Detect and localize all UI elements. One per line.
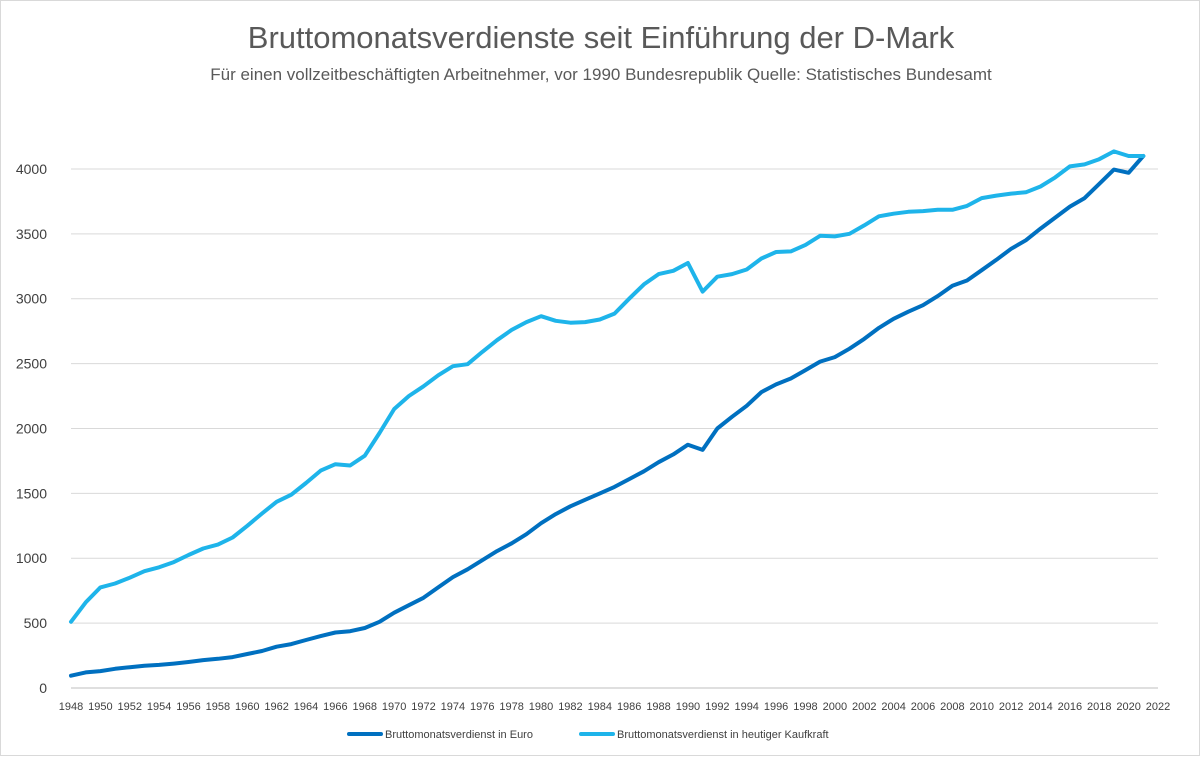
x-tick-label: 1956 (176, 701, 200, 713)
y-tick-label: 0 (39, 680, 47, 696)
x-tick-label: 1972 (411, 701, 435, 713)
x-tick-label: 1994 (734, 701, 758, 713)
gridlines (71, 168, 1158, 689)
chart-title: Bruttomonatsverdienste seit Einführung d… (248, 20, 955, 55)
y-tick-label: 1500 (16, 485, 47, 501)
x-tick-label: 1966 (323, 701, 347, 713)
x-tick-label: 1968 (353, 701, 377, 713)
legend: Bruttomonatsverdienst in Euro Bruttomonat… (347, 729, 829, 741)
y-tick-label: 3500 (16, 226, 47, 242)
x-tick-label: 1962 (264, 701, 288, 713)
x-tick-label: 2014 (1028, 701, 1052, 713)
x-axis-ticks: 1948 1950 1952 1954 1956 1958 1960 1962 1964 1966… (59, 701, 1170, 713)
y-tick-label: 2500 (16, 356, 47, 372)
y-tick-label: 2000 (16, 420, 47, 436)
series-line-1 (69, 154, 1146, 678)
x-tick-label: 1990 (676, 701, 700, 713)
x-tick-label: 1992 (705, 701, 729, 713)
x-tick-label: 2000 (823, 701, 847, 713)
x-tick-label: 1948 (59, 701, 83, 713)
x-tick-label: 1996 (764, 701, 788, 713)
y-axis-ticks: 0 500 1000 1500 2000 2500 3000 3500 4000 (16, 161, 47, 696)
x-tick-label: 1974 (441, 701, 465, 713)
x-tick-label: 1988 (646, 701, 670, 713)
x-tick-label: 1976 (470, 701, 494, 713)
x-tick-label: 2010 (969, 701, 993, 713)
y-tick-label: 3000 (16, 291, 47, 307)
x-tick-label: 2002 (852, 701, 876, 713)
x-tick-label: 2020 (1116, 701, 1140, 713)
x-tick-label: 2018 (1087, 701, 1111, 713)
y-tick-label: 1000 (16, 550, 47, 566)
x-tick-label: 1950 (88, 701, 112, 713)
x-tick-label: 1998 (793, 701, 817, 713)
x-tick-label: 2016 (1058, 701, 1082, 713)
x-tick-label: 1978 (499, 701, 523, 713)
x-tick-label: 1954 (147, 701, 171, 713)
series-line-2 (69, 149, 1146, 624)
x-tick-label: 2022 (1146, 701, 1170, 713)
x-tick-label: 1964 (294, 701, 318, 713)
x-tick-label: 2006 (911, 701, 935, 713)
y-tick-label: 500 (24, 615, 48, 631)
x-tick-label: 1970 (382, 701, 406, 713)
x-tick-label: 2012 (999, 701, 1023, 713)
x-tick-label: 1984 (588, 701, 612, 713)
x-tick-label: 2004 (881, 701, 905, 713)
x-tick-label: 1980 (529, 701, 553, 713)
legend-label-1: Bruttomonatsverdienst in Euro (385, 729, 533, 741)
x-tick-label: 1958 (206, 701, 230, 713)
x-tick-label: 2008 (940, 701, 964, 713)
x-tick-label: 1960 (235, 701, 259, 713)
x-tick-label: 1982 (558, 701, 582, 713)
chart-subtitle: Für einen vollzeitbeschäftigten Arbeitne… (210, 65, 992, 84)
series-lines (69, 149, 1146, 678)
y-tick-label: 4000 (16, 161, 47, 177)
x-tick-label: 1986 (617, 701, 641, 713)
legend-label-2: Bruttomonatsverdienst in heutiger Kaufkr… (617, 729, 829, 741)
x-tick-label: 1952 (118, 701, 142, 713)
